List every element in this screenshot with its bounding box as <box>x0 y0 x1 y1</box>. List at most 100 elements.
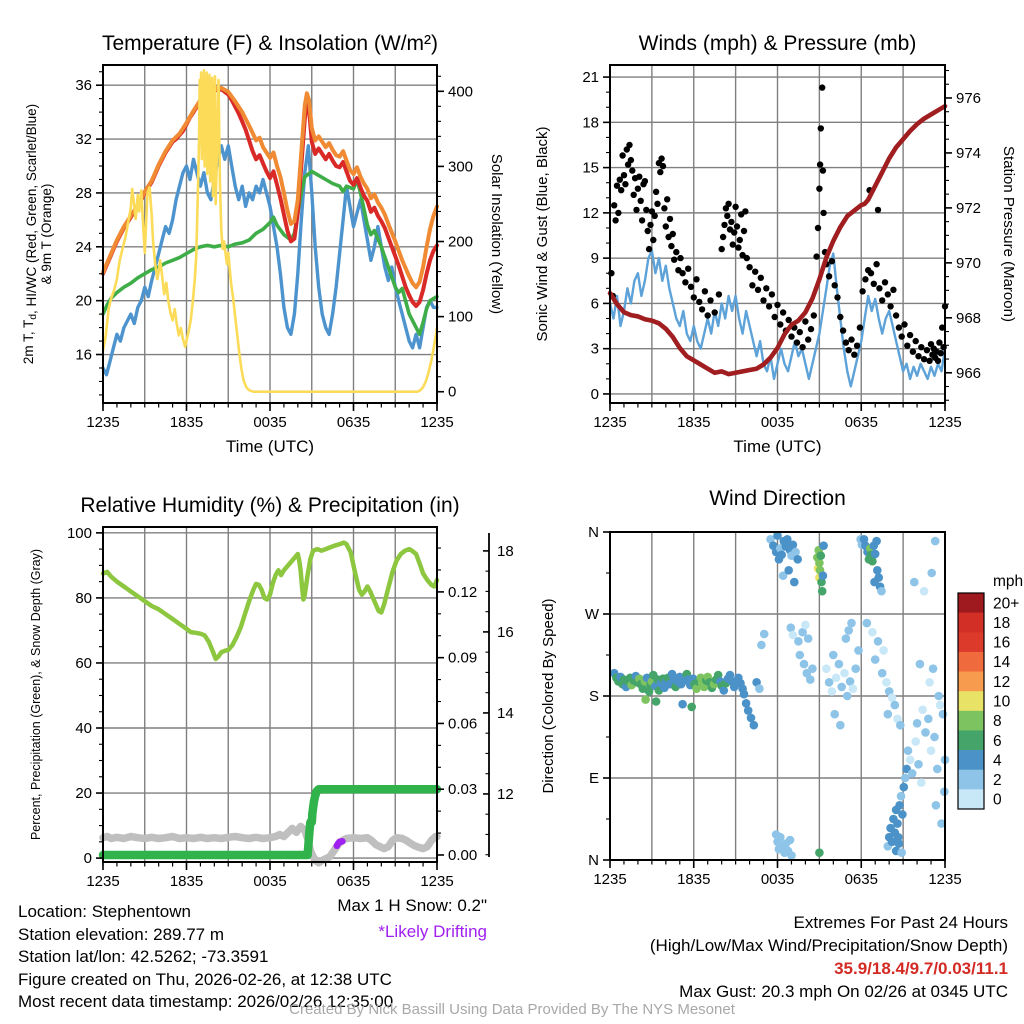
svg-text:20: 20 <box>75 293 92 310</box>
max-snow-annotation: Max 1 H Snow: 0.2" <box>337 896 487 915</box>
svg-text:18: 18 <box>993 615 1010 632</box>
svg-text:12: 12 <box>993 674 1010 691</box>
svg-text:Direction (Colored By Speed): Direction (Colored By Speed) <box>540 598 557 793</box>
svg-text:1235: 1235 <box>420 873 453 890</box>
chart-temperature-insolation: 1235 1835 0035 0635 1235 Time (UTC) 16 20 24 28 32… <box>21 32 505 456</box>
credit-line: Created By Nick Bassill Using Data Provi… <box>289 1001 735 1018</box>
svg-text:0035: 0035 <box>761 414 794 431</box>
svg-text:400: 400 <box>448 83 473 100</box>
svg-text:0635: 0635 <box>337 414 370 431</box>
svg-text:80: 80 <box>75 590 92 607</box>
svg-text:966: 966 <box>956 365 981 382</box>
svg-text:& 9m T (Orange): & 9m T (Orange) <box>39 184 54 285</box>
svg-text:972: 972 <box>956 200 981 217</box>
svg-text:N: N <box>588 524 599 541</box>
svg-text:Time (UTC): Time (UTC) <box>226 437 314 456</box>
svg-text:Temperature (F) & Insolation (: Temperature (F) & Insolation (W/m²) <box>102 32 438 55</box>
svg-text:0635: 0635 <box>337 873 370 890</box>
extremes-subtitle: (High/Low/Max Wind/Precipitation/Snow De… <box>649 936 1008 955</box>
svg-text:18: 18 <box>497 543 514 560</box>
svg-text:24: 24 <box>75 239 92 256</box>
svg-text:10: 10 <box>993 694 1011 711</box>
drifting-annotation: *Likely Drifting <box>378 922 487 941</box>
svg-text:14: 14 <box>993 654 1011 671</box>
svg-text:Station Pressure (Maroon): Station Pressure (Maroon) <box>1000 146 1017 322</box>
svg-text:E: E <box>589 770 599 787</box>
svg-text:21: 21 <box>582 69 599 86</box>
svg-text:970: 970 <box>956 255 981 272</box>
svg-text:200: 200 <box>448 234 473 251</box>
svg-text:100: 100 <box>67 525 92 542</box>
chart-winds-pressure: 1235 1835 0035 0635 1235 Time (UTC) 0 3 6 9 12 15 18… <box>534 32 1017 456</box>
extremes-values: 35.9/18.4/9.7/0.03/11.1 <box>834 959 1008 978</box>
svg-text:Solar Insolation (Yellow): Solar Insolation (Yellow) <box>488 154 505 314</box>
svg-text:1235: 1235 <box>420 414 453 431</box>
svg-text:0635: 0635 <box>845 871 878 888</box>
svg-text:0.09: 0.09 <box>448 650 477 667</box>
svg-text:4: 4 <box>993 752 1002 769</box>
svg-text:16: 16 <box>75 347 92 364</box>
extremes-title: Extremes For Past 24 Hours <box>793 913 1008 932</box>
extremes-block: Extremes For Past 24 Hours (High/Low/Max… <box>650 911 1008 1003</box>
svg-text:1235: 1235 <box>593 414 626 431</box>
svg-text:2: 2 <box>993 772 1002 789</box>
svg-text:1235: 1235 <box>86 414 119 431</box>
svg-text:0.06: 0.06 <box>448 715 477 732</box>
svg-text:15: 15 <box>582 160 599 177</box>
svg-text:Relative Humidity (%) & Precip: Relative Humidity (%) & Precipitation (i… <box>80 494 459 517</box>
svg-text:2m T, Td, HI/WC (Red, Green, S: 2m T, Td, HI/WC (Red, Green, Scarlet/Blu… <box>21 104 39 364</box>
svg-text:16: 16 <box>497 624 514 641</box>
svg-text:40: 40 <box>75 720 92 737</box>
svg-text:60: 60 <box>75 655 92 672</box>
svg-text:18: 18 <box>582 114 599 131</box>
svg-text:16: 16 <box>993 635 1010 652</box>
station-latlon: Station lat/lon: 42.5262; -73.3591 <box>18 947 269 966</box>
svg-text:1235: 1235 <box>928 871 961 888</box>
svg-text:W: W <box>585 606 600 623</box>
svg-text:Time (UTC): Time (UTC) <box>733 437 821 456</box>
svg-text:1835: 1835 <box>170 873 203 890</box>
svg-text:20: 20 <box>75 785 92 802</box>
svg-text:N: N <box>588 852 599 869</box>
svg-text:Wind Direction: Wind Direction <box>709 487 846 510</box>
svg-text:Winds (mph) & Pressure (mb): Winds (mph) & Pressure (mb) <box>639 32 917 55</box>
svg-text:36: 36 <box>75 77 92 94</box>
svg-text:Percent, Precipitation (Green): Percent, Precipitation (Green), & Snow D… <box>29 549 43 840</box>
svg-text:1235: 1235 <box>593 871 626 888</box>
svg-text:0: 0 <box>84 850 92 867</box>
chart-wind-direction: 1235 1835 0035 0635 1235 N W S E N Direction (Colo… <box>540 487 962 888</box>
station-elevation: Station elevation: 289.77 m <box>18 924 225 944</box>
svg-text:Sonic Wind & Gust (Blue, Black: Sonic Wind & Gust (Blue, Black) <box>534 126 551 341</box>
svg-text:100: 100 <box>448 309 473 326</box>
figure-created: Figure created on Thu, 2026-02-26, at 12… <box>18 969 392 989</box>
svg-text:12: 12 <box>582 205 599 222</box>
svg-text:1835: 1835 <box>677 414 710 431</box>
max-gust: Max Gust: 20.3 mph On 02/26 at 0345 UTC <box>679 982 1008 1001</box>
svg-text:mph: mph <box>993 573 1023 590</box>
speed-colorbar: mph 20+ 18 16 14 12 10 8 6 4 2 0 <box>957 573 1023 810</box>
svg-text:0635: 0635 <box>845 414 878 431</box>
svg-text:8: 8 <box>993 713 1002 730</box>
svg-text:0: 0 <box>448 384 456 401</box>
svg-text:0.03: 0.03 <box>448 781 477 798</box>
svg-text:0035: 0035 <box>761 871 794 888</box>
svg-text:20+: 20+ <box>993 595 1019 612</box>
svg-text:0: 0 <box>591 386 599 403</box>
svg-text:S: S <box>589 688 599 705</box>
svg-text:6: 6 <box>591 295 599 312</box>
svg-text:1235: 1235 <box>928 414 961 431</box>
svg-text:1835: 1835 <box>170 414 203 431</box>
svg-text:12: 12 <box>497 786 514 803</box>
station-info: Location: Stephentown Station elevation:… <box>18 901 393 1014</box>
data-timestamp: Most recent data timestamp: 2026/02/26 1… <box>18 992 394 1011</box>
chart-humidity-precip: 1235 1835 0035 0635 1235 0 20 40 60 80 100 0.00 0.03… <box>29 494 514 890</box>
svg-text:300: 300 <box>448 158 473 175</box>
svg-text:1835: 1835 <box>677 871 710 888</box>
svg-text:14: 14 <box>497 705 514 722</box>
svg-text:968: 968 <box>956 310 981 327</box>
svg-text:1235: 1235 <box>86 873 119 890</box>
svg-text:3: 3 <box>591 341 599 358</box>
station-location: Location: Stephentown <box>18 902 191 921</box>
